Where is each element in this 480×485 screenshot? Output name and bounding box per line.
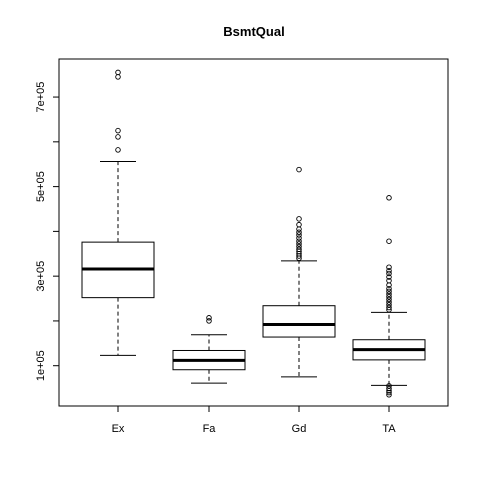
outlier-point	[386, 385, 392, 392]
outlier-point	[115, 69, 121, 76]
box-fa	[172, 315, 246, 384]
outlier-point	[386, 392, 392, 398]
outlier-point	[386, 299, 392, 305]
x-tick-label: TA	[382, 423, 396, 435]
outlier-point	[296, 238, 302, 244]
outlier-point	[296, 229, 302, 236]
x-axis: Ex Fa Gd TA	[112, 406, 396, 435]
box-series	[81, 69, 426, 398]
y-tick-label: 7e+05	[35, 82, 47, 113]
iqr-box	[262, 305, 336, 338]
y-axis: 1e+05 3e+05 5e+05 7e+05	[35, 82, 60, 381]
chart-title: BsmtQual	[223, 24, 284, 39]
outlier-point	[206, 315, 212, 321]
outlier-point	[386, 277, 392, 284]
outlier-point	[386, 389, 392, 396]
outlier-point	[115, 74, 121, 80]
outlier-point	[386, 304, 392, 311]
outlier-point	[296, 246, 302, 253]
x-tick-label: Ex	[112, 423, 125, 435]
y-tick-label: 3e+05	[35, 261, 47, 292]
y-tick-label: 5e+05	[35, 171, 47, 202]
outlier-point	[115, 147, 121, 153]
box-ta	[352, 195, 426, 398]
outlier-point	[386, 288, 392, 295]
outlier-point	[296, 241, 302, 247]
outlier-point	[296, 221, 302, 228]
outlier-point	[386, 274, 392, 280]
outlier-point	[115, 127, 121, 134]
outlier-point	[296, 235, 302, 241]
outlier-point	[296, 226, 302, 232]
outlier-point	[386, 294, 392, 300]
x-tick-label: Fa	[203, 423, 217, 435]
outlier-point	[296, 232, 302, 238]
outlier-point	[386, 270, 392, 277]
outlier-point	[386, 296, 392, 303]
outlier-point	[386, 383, 392, 389]
y-tick-label: 1e+05	[35, 350, 47, 381]
outlier-point	[206, 318, 212, 324]
outlier-point	[115, 134, 121, 140]
outlier-point	[386, 238, 392, 244]
outlier-point	[386, 291, 392, 297]
box-ex	[81, 69, 155, 356]
outlier-point	[386, 195, 392, 201]
box-gd	[262, 166, 336, 378]
outlier-point	[386, 264, 392, 270]
x-tick-label: Gd	[292, 423, 307, 435]
outlier-point	[386, 285, 392, 292]
outlier-point	[296, 216, 302, 222]
outlier-point	[386, 268, 392, 274]
outlier-point	[296, 243, 302, 250]
outlier-point	[296, 166, 302, 173]
outlier-point	[386, 302, 392, 308]
